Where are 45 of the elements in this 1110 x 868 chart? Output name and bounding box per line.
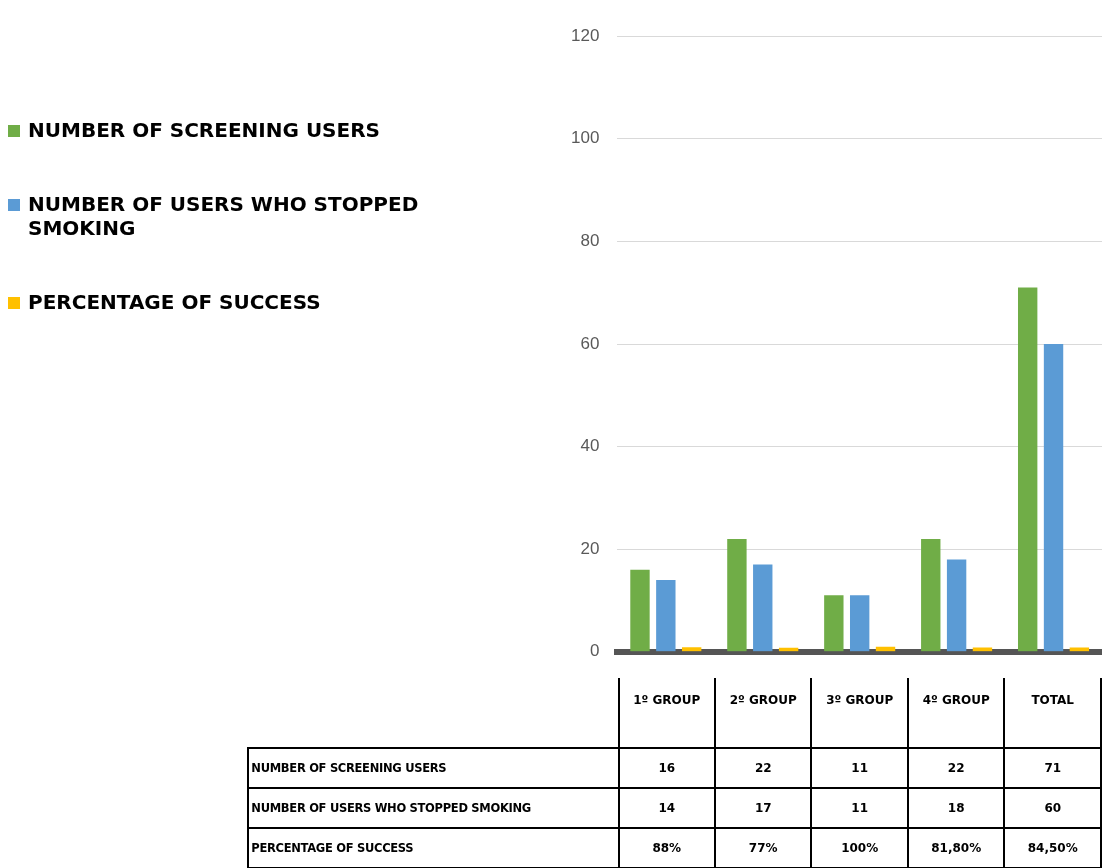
bar — [727, 538, 747, 652]
data-label: 81,80% — [907, 828, 1005, 868]
data-label: 77% — [714, 828, 812, 868]
data-label: 71 — [1004, 748, 1101, 788]
y-tick-label: 120 — [570, 25, 600, 45]
y-tick-label: 20 — [580, 538, 600, 558]
bar — [946, 559, 967, 652]
text: NUMBER OF USERS WHO STOPPED SMOKING — [251, 801, 532, 815]
y-tick-label: 40 — [580, 436, 600, 456]
data-label: 16 — [618, 748, 715, 788]
bar — [1018, 287, 1038, 652]
data-label: 100% — [811, 828, 908, 868]
y-tick-label: 0 — [589, 641, 600, 661]
data-label: 84,50% — [1004, 828, 1101, 868]
bar — [849, 595, 870, 652]
x-tick-label: 3º GROUP — [811, 678, 908, 748]
bar — [1069, 647, 1090, 652]
x-tick-label: 1º GROUP — [618, 678, 715, 748]
bar — [1043, 344, 1064, 652]
x-tick-label: TOTAL — [1004, 678, 1101, 748]
bar — [824, 595, 844, 652]
data-label: 18 — [907, 788, 1005, 828]
data-label: 11 — [811, 788, 908, 828]
data-label: 17 — [714, 788, 812, 828]
data-label: 22 — [907, 748, 1005, 788]
x-tick-label: 4º GROUP — [907, 678, 1005, 748]
data-label: 22 — [714, 748, 812, 788]
bar — [630, 569, 650, 652]
bar — [656, 579, 676, 652]
legend-label: NUMBER OF USERS WHO STOPPED SMOKING — [28, 192, 420, 240]
legend-label: PERCENTAGE OF SUCCESS — [28, 290, 321, 314]
y-tick-label: 100 — [570, 128, 600, 148]
text: NUMBER OF SCREENING USERS — [251, 761, 447, 775]
bar — [921, 538, 941, 652]
bar — [753, 564, 773, 652]
data-label: 88% — [618, 828, 715, 868]
data-label: 60 — [1004, 788, 1101, 828]
x-tick-label: 2º GROUP — [714, 678, 812, 748]
text: PERCENTAGE OF SUCCESS — [251, 841, 414, 855]
bar — [681, 647, 702, 652]
y-tick-label: 80 — [580, 231, 600, 251]
legend-label: NUMBER OF SCREENING USERS — [28, 118, 380, 142]
y-tick-label: 60 — [580, 333, 600, 353]
data-label: 14 — [618, 788, 715, 828]
data-label: 11 — [811, 748, 908, 788]
